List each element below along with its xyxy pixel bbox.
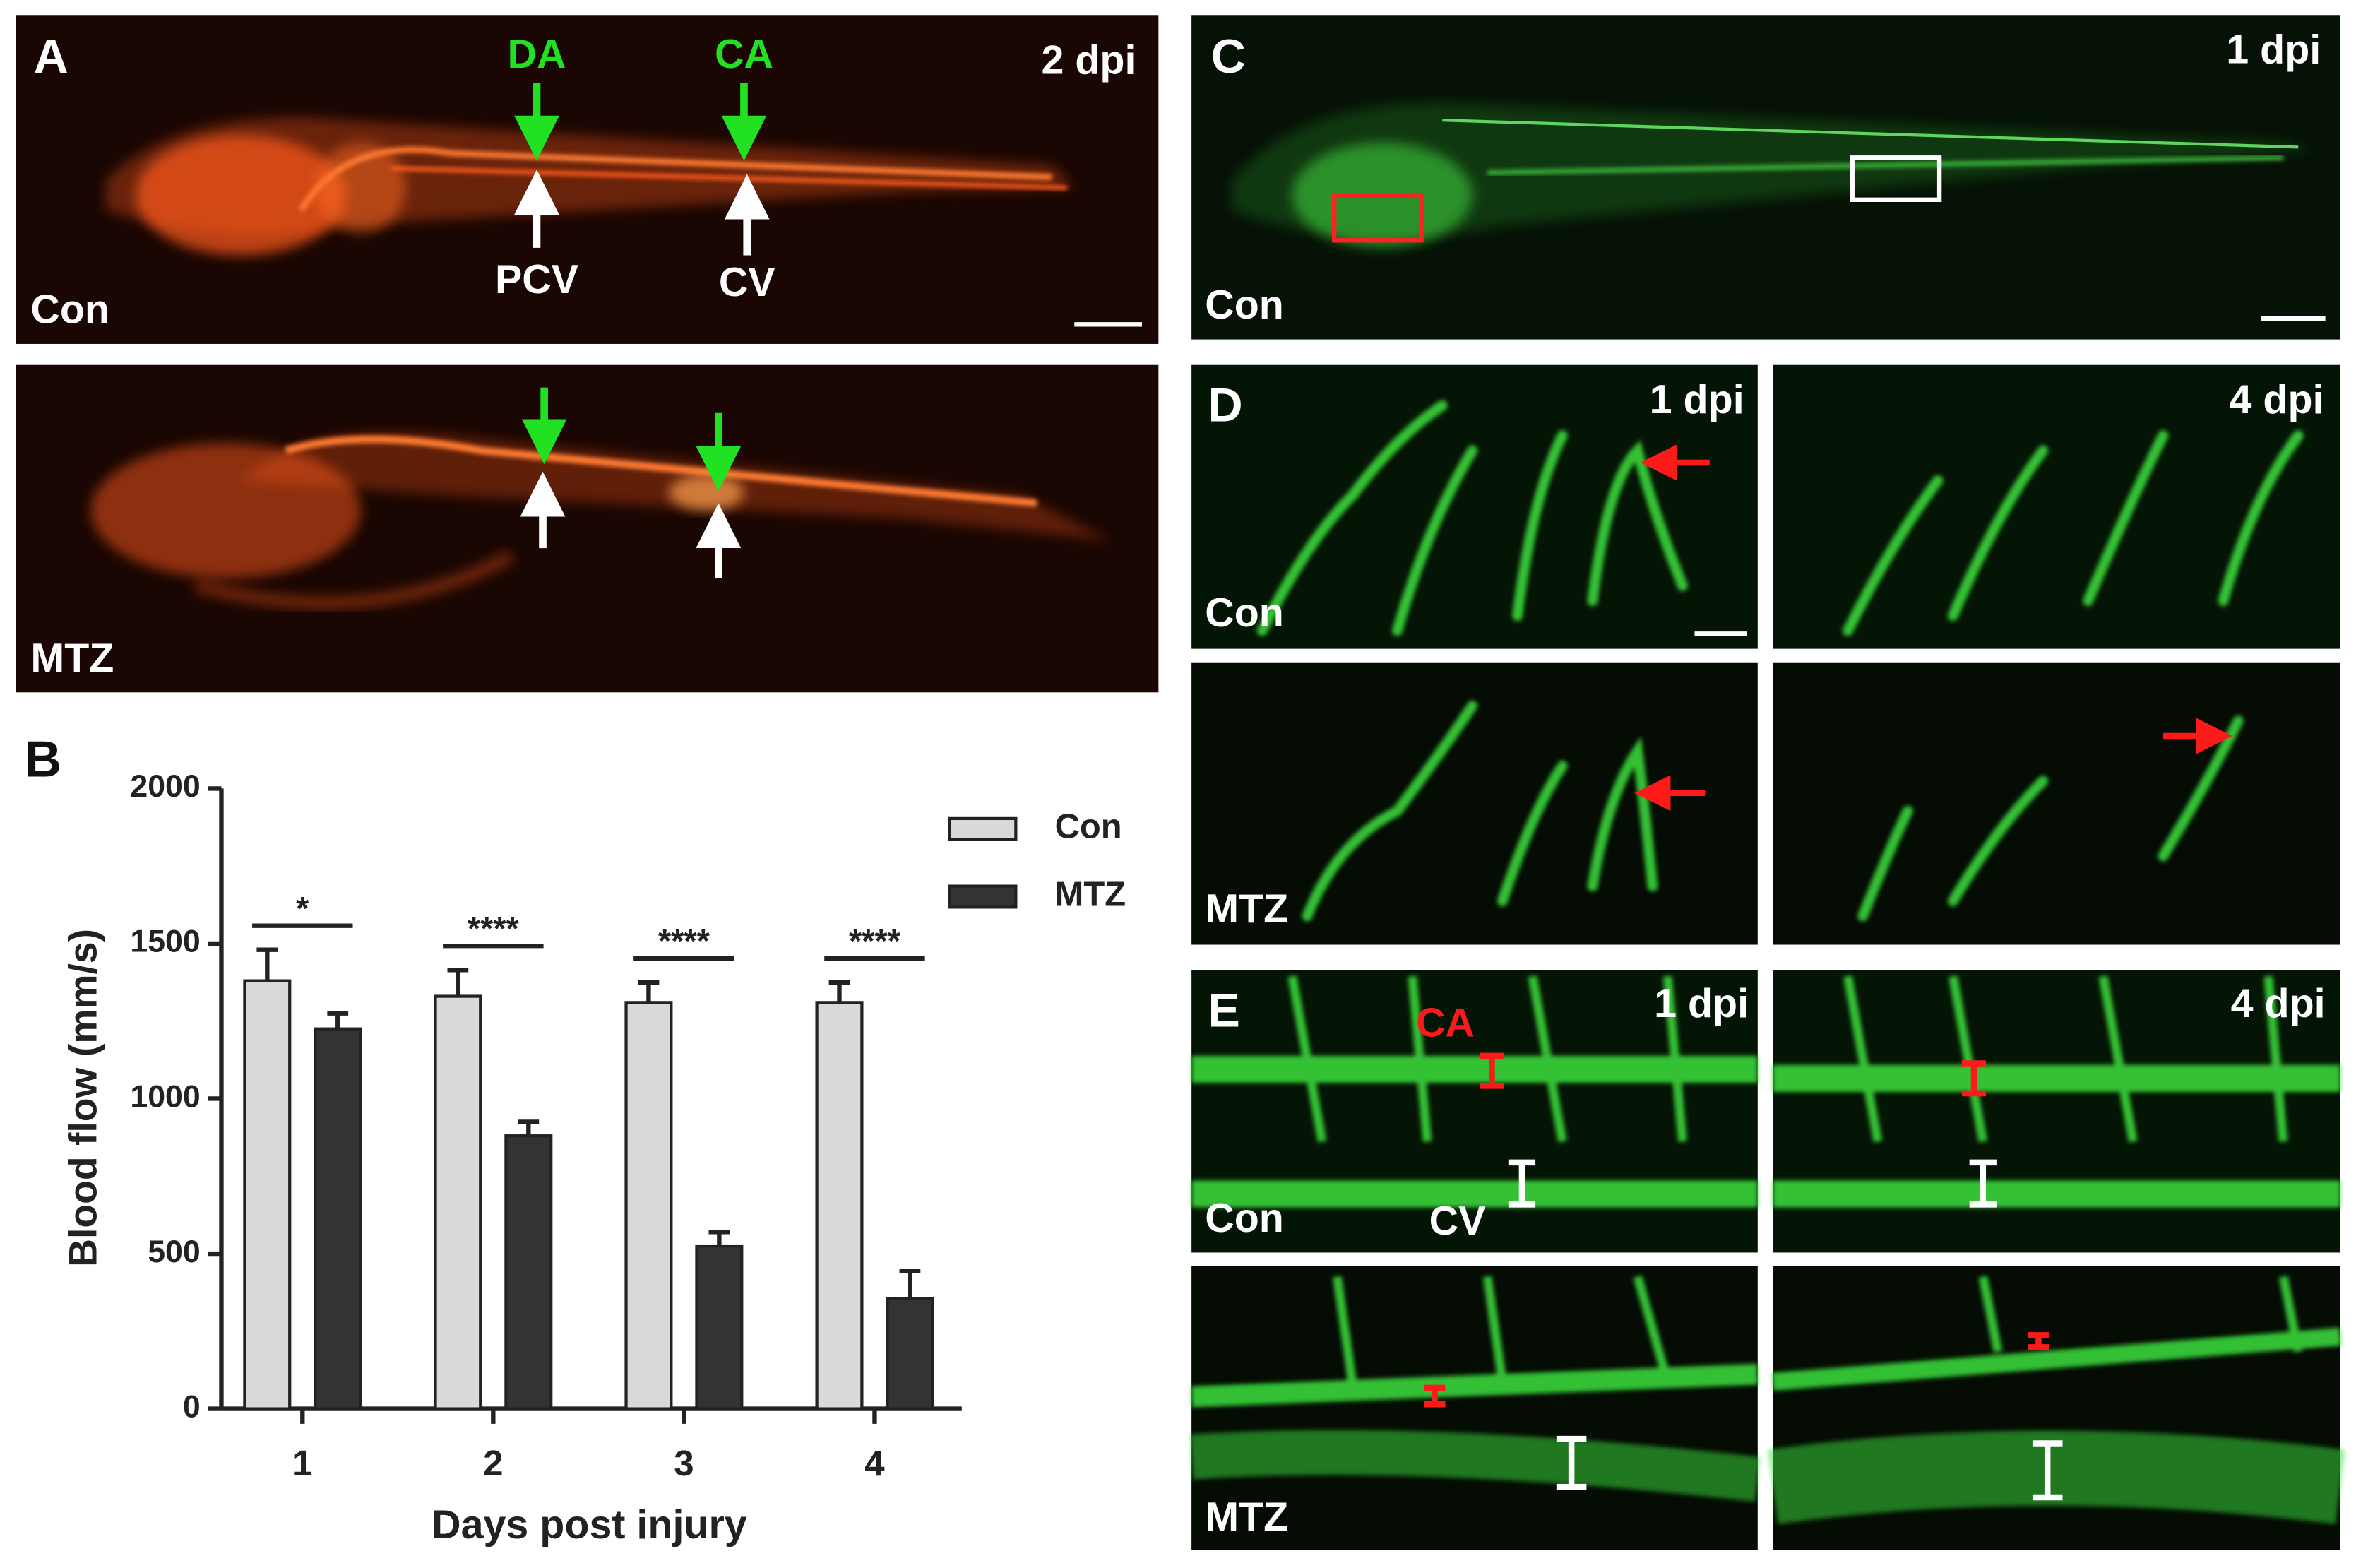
- y-tick-label: 2000: [130, 769, 200, 804]
- y-tick-label: 0: [183, 1389, 201, 1424]
- condition: MTZ: [30, 636, 114, 681]
- bar: [695, 1244, 744, 1410]
- error-bar: [447, 968, 469, 997]
- x-tick-label: 3: [674, 1443, 694, 1483]
- y-tick-label: 500: [148, 1235, 200, 1269]
- panel-d: D 1 dpi 4 dpi Con MTZ: [1191, 364, 2340, 945]
- panel-label: D: [1208, 378, 1243, 432]
- bar: [886, 1297, 934, 1410]
- vessel-label: CV: [1429, 1199, 1486, 1244]
- error-bar: [327, 1011, 349, 1029]
- panel-label: C: [1211, 30, 1246, 83]
- significance-label: *: [296, 890, 309, 927]
- y-tick-label: 1000: [130, 1079, 200, 1114]
- bar: [243, 979, 292, 1410]
- timepoint: 1 dpi: [2226, 28, 2321, 73]
- condition: MTZ: [1205, 886, 1288, 932]
- condition: Con: [1205, 1196, 1284, 1241]
- error-bar: [828, 980, 850, 1003]
- legend-label: MTZ: [1055, 875, 1126, 913]
- significance-label: ****: [849, 922, 901, 959]
- vessel-label: CA: [715, 32, 773, 77]
- x-tick-label: 2: [483, 1443, 503, 1483]
- legend-label: Con: [1055, 808, 1122, 846]
- condition: MTZ: [1205, 1495, 1288, 1540]
- x-axis-title: Days post injury: [432, 1502, 747, 1548]
- significance-label: ****: [658, 922, 710, 959]
- panel-a-mtz: MTZ: [16, 364, 1159, 693]
- error-bar: [708, 1230, 730, 1247]
- y-axis-title: Blood flow (mm/s): [61, 929, 105, 1267]
- vessel-label: PCV: [495, 257, 578, 302]
- timepoint: 4 dpi: [2231, 981, 2326, 1026]
- panel-e: E CA 1 dpi 4 dpi Con CV MTZ: [1190, 970, 2345, 1550]
- y-tick-label: 1500: [130, 925, 200, 959]
- error-bar: [518, 1119, 540, 1136]
- condition: Con: [1205, 283, 1284, 328]
- bar: [624, 1001, 673, 1410]
- legend-swatch: [948, 884, 1018, 909]
- panel-label: B: [25, 731, 61, 788]
- error-bar: [256, 947, 278, 981]
- legend-swatch: [948, 816, 1018, 841]
- bar: [314, 1027, 362, 1410]
- x-tick-label: 4: [864, 1443, 885, 1483]
- condition: Con: [1205, 590, 1284, 636]
- panel-b-chart: B Blood flow (mm/s) Days post injury 0 50…: [25, 731, 1126, 1547]
- timepoint: 1 dpi: [1650, 377, 1744, 422]
- bar: [504, 1134, 553, 1410]
- vessel-label: CA: [1416, 1001, 1475, 1046]
- x-tick-label: 1: [292, 1443, 312, 1483]
- condition: Con: [30, 287, 109, 332]
- timepoint: 2 dpi: [1041, 37, 1136, 83]
- error-bar: [899, 1269, 921, 1299]
- bar: [815, 1001, 864, 1410]
- panel-c: C 1 dpi Con: [1191, 15, 2340, 340]
- error-bar: [638, 980, 660, 1003]
- significance-label: ****: [468, 910, 520, 946]
- panel-a-control: A DA CA PCV CV 2 dpi Con: [16, 15, 1159, 344]
- vessel-label: DA: [508, 32, 566, 77]
- bar: [434, 994, 482, 1410]
- panel-label: E: [1208, 983, 1240, 1037]
- timepoint: 1 dpi: [1654, 981, 1749, 1026]
- vessel-label: CV: [719, 260, 775, 305]
- panel-label: A: [34, 30, 69, 83]
- timepoint: 4 dpi: [2230, 377, 2324, 422]
